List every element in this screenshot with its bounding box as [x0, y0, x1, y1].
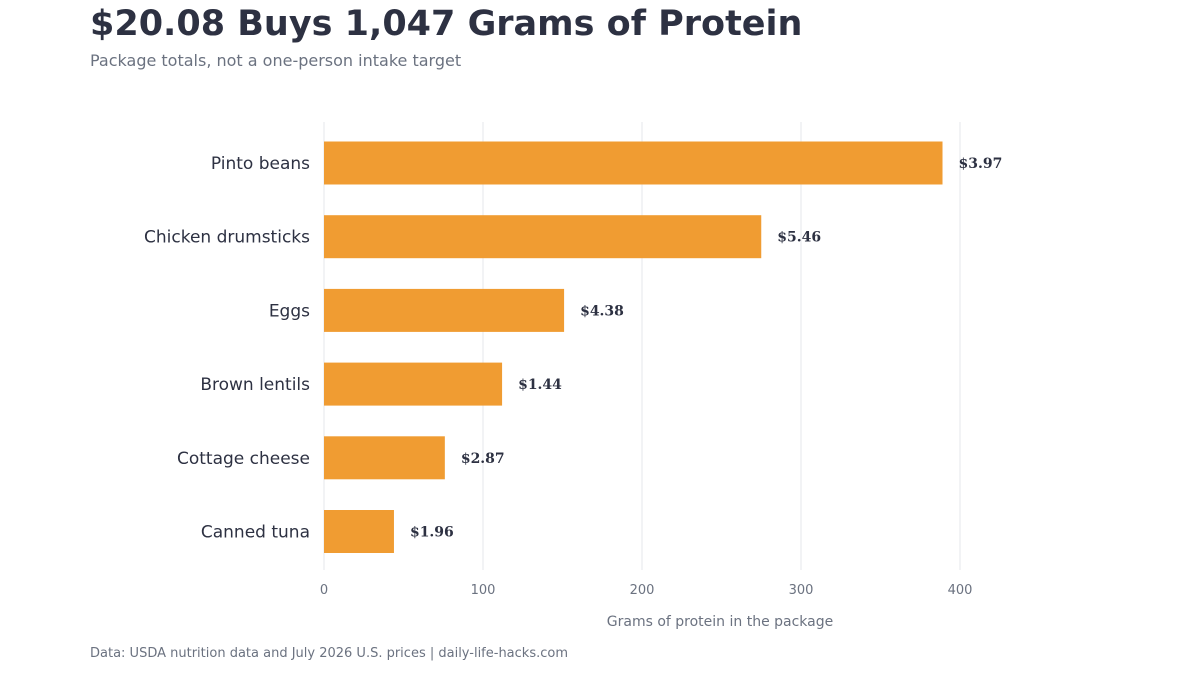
bar [324, 510, 394, 553]
chart-subtitle: Package totals, not a one-person intake … [90, 51, 462, 70]
grid-lines [323, 122, 961, 570]
source-note: Data: USDA nutrition data and July 2026 … [90, 646, 568, 661]
data-label: $2.87 [461, 451, 505, 467]
chart-title: $20.08 Buys 1,047 Grams of Protein [90, 4, 803, 44]
bar [324, 288, 565, 332]
bar [324, 141, 943, 185]
data-label: $1.96 [410, 525, 454, 541]
bar [324, 215, 762, 259]
category-label: Chicken drumsticks [144, 228, 310, 248]
bar [324, 436, 445, 480]
category-label: Pinto beans [211, 154, 310, 174]
data-label: $4.38 [580, 303, 624, 319]
data-labels: $3.97 $5.46 $4.38 $1.44 $2.87 $1.96 [410, 156, 1002, 541]
bars [324, 141, 943, 553]
bar [324, 362, 503, 406]
x-tick-label: 200 [630, 583, 655, 598]
x-tick-label: 400 [948, 583, 973, 598]
x-axis-title: Grams of protein in the package [607, 614, 833, 630]
data-label: $3.97 [959, 156, 1003, 172]
category-labels: Pinto beans Chicken drumsticks Eggs Brown l… [144, 154, 310, 543]
category-label: Canned tuna [201, 523, 310, 543]
x-tick-label: 0 [320, 583, 328, 598]
category-label: Cottage cheese [177, 449, 310, 469]
category-label: Brown lentils [200, 375, 310, 395]
data-label: $1.44 [518, 377, 562, 393]
category-label: Eggs [269, 301, 310, 321]
x-axis-ticks: 0 100 200 300 400 [320, 583, 973, 598]
x-tick-label: 100 [471, 583, 496, 598]
x-tick-label: 300 [789, 583, 814, 598]
data-label: $5.46 [777, 230, 821, 246]
